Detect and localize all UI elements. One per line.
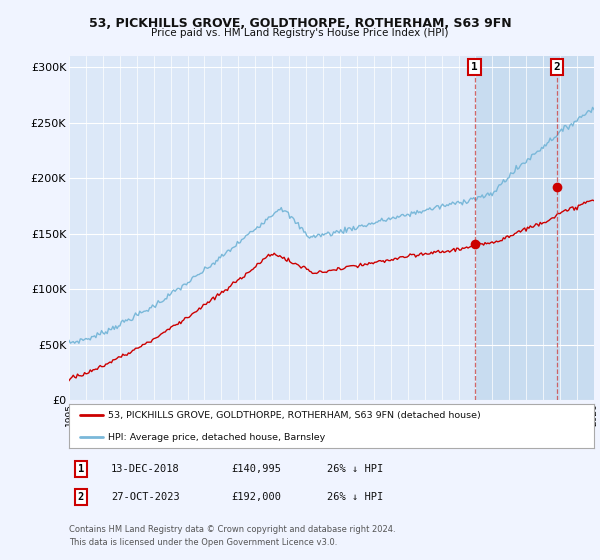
Text: 26% ↓ HPI: 26% ↓ HPI	[327, 464, 383, 474]
Text: 27-OCT-2023: 27-OCT-2023	[111, 492, 180, 502]
Text: 26% ↓ HPI: 26% ↓ HPI	[327, 492, 383, 502]
Text: 2: 2	[78, 492, 84, 502]
Text: 53, PICKHILLS GROVE, GOLDTHORPE, ROTHERHAM, S63 9FN (detached house): 53, PICKHILLS GROVE, GOLDTHORPE, ROTHERH…	[109, 410, 481, 420]
Bar	[475, 56, 594, 400]
Text: £192,000: £192,000	[231, 492, 281, 502]
Text: 1: 1	[471, 62, 478, 72]
Text: 2: 2	[554, 62, 560, 72]
Text: HPI: Average price, detached house, Barnsley: HPI: Average price, detached house, Barn…	[109, 432, 326, 442]
Text: 13-DEC-2018: 13-DEC-2018	[111, 464, 180, 474]
Text: £140,995: £140,995	[231, 464, 281, 474]
Text: 53, PICKHILLS GROVE, GOLDTHORPE, ROTHERHAM, S63 9FN: 53, PICKHILLS GROVE, GOLDTHORPE, ROTHERH…	[89, 17, 511, 30]
Text: 1: 1	[78, 464, 84, 474]
Text: Price paid vs. HM Land Registry's House Price Index (HPI): Price paid vs. HM Land Registry's House …	[151, 28, 449, 38]
Text: Contains HM Land Registry data © Crown copyright and database right 2024.
This d: Contains HM Land Registry data © Crown c…	[69, 525, 395, 547]
